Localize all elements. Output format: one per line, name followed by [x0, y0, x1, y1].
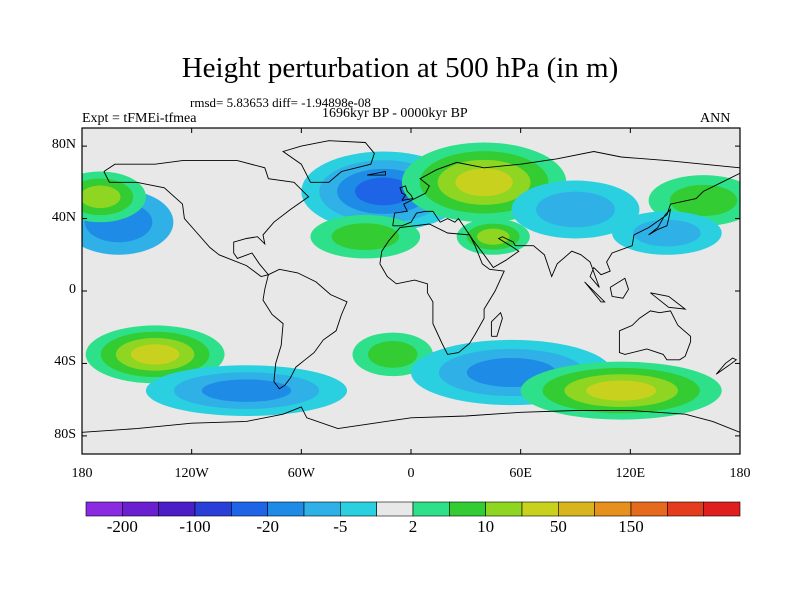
anomaly-contour: [130, 344, 180, 365]
coastline-north-america: [103, 160, 310, 277]
colorbar-label: -5: [333, 517, 348, 536]
anomaly-atlantic-subtropical-high: [310, 214, 421, 259]
colorbar-swatch: [558, 501, 595, 517]
colorbar-swatch: [194, 501, 232, 517]
lat-tick-label: 0: [69, 282, 76, 297]
anomaly-contour: [536, 191, 615, 228]
colorbar-swatch: [630, 501, 668, 517]
anomaly-southern-ocean-east-high: [520, 361, 722, 420]
lon-tick-label: 120E: [615, 466, 646, 481]
colorbar-swatch: [231, 501, 268, 517]
lon-tick-label: 0: [407, 466, 415, 481]
coastline-uk: [399, 185, 414, 201]
plot-title: Height perturbation at 500 hPa (in m): [181, 52, 619, 84]
season-label: ANN: [700, 111, 731, 126]
colorbar-swatch: [449, 501, 486, 517]
anomaly-north-pacific-west-high: [82, 171, 146, 223]
anomaly-central-asia-low: [511, 180, 640, 239]
coastline-south-america: [262, 268, 348, 390]
anomaly-south-atlantic-high: [352, 332, 433, 377]
coastline-africa: [379, 223, 505, 355]
anomaly-contour: [201, 379, 292, 402]
lat-tick-label: 80S: [54, 426, 76, 442]
coastline-new-guinea: [650, 292, 687, 310]
colorbar-swatch: [158, 501, 196, 517]
colorbar-swatch: [85, 501, 123, 517]
stats-text: rmsd= 5.83653 diff= -1.94898e-08: [190, 95, 371, 110]
anomaly-contour: [633, 219, 701, 247]
colorbar-swatch: [340, 501, 377, 517]
anomaly-contour: [82, 185, 121, 209]
colorbar-label: 2: [408, 517, 418, 536]
coastline-iceland: [367, 170, 386, 176]
anomaly-contour: [669, 184, 738, 217]
anomaly-contour: [586, 380, 657, 401]
anomaly-contour: [477, 228, 510, 245]
lon-tick-label: 180: [71, 466, 93, 481]
colorbar-swatch: [521, 501, 559, 517]
colorbar-swatch: [303, 501, 341, 517]
colorbar-swatch: [376, 501, 414, 517]
anomaly-contour: [331, 223, 400, 251]
anomaly-contour: [354, 177, 413, 206]
colorbar-swatch: [485, 501, 523, 517]
coastline-sumatra: [584, 281, 606, 303]
lat-tick-label: 80N: [51, 137, 76, 153]
lat-tick-label: 40S: [54, 354, 76, 370]
coastline-greenland: [282, 140, 375, 183]
colorbar-label: 10: [477, 517, 495, 536]
coastline-borneo: [609, 277, 629, 299]
lon-tick-label: 60E: [509, 466, 532, 481]
coastline-eurasia: [392, 151, 740, 288]
anomaly-contour: [367, 341, 418, 368]
colorbar-swatch: [412, 501, 450, 517]
lat-tick-label: 40N: [51, 209, 76, 225]
colorbar-label: -20: [256, 517, 279, 536]
colorbar-label: 150: [618, 517, 644, 536]
lon-tick-label: 60W: [287, 466, 315, 481]
colorbar-swatch: [667, 501, 704, 517]
period-label: 1696kyr BP - 0000kyr BP: [322, 106, 468, 121]
anomaly-southern-ocean-west-low: [145, 365, 348, 416]
colorbar-swatch: [122, 501, 159, 517]
anomaly-middle-east-high: [456, 218, 530, 255]
colorbar-label: 50: [549, 517, 567, 536]
anomaly-east-asia-low: [612, 211, 722, 255]
coastline-madagascar: [490, 311, 503, 337]
colorbar-swatch: [703, 501, 741, 517]
anomaly-south-pacific-high: [85, 325, 225, 384]
colorbar-label: -100: [179, 517, 211, 536]
coastline-antarctica: [82, 406, 740, 433]
coastline-australia: [618, 310, 692, 361]
colorbar-swatch: [594, 501, 632, 517]
experiment-label: Expt = tFMEi-tfmea: [82, 111, 197, 126]
colorbar-swatch: [267, 501, 305, 517]
anomaly-contour: [455, 168, 513, 197]
coastline-new-zealand: [715, 357, 738, 375]
coastline-japan: [648, 208, 672, 236]
lon-tick-label: 180: [729, 466, 751, 481]
lon-tick-label: 120W: [174, 466, 209, 481]
colorbar-label: -200: [106, 517, 138, 536]
